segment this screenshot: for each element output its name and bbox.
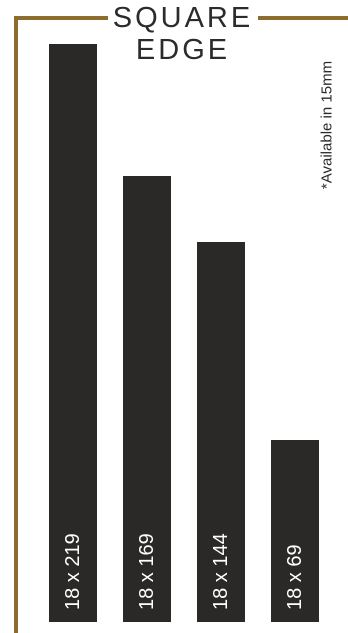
bar-label: 18 x 69 (284, 544, 306, 610)
bar-label: 18 x 144 (210, 533, 232, 610)
title-line-2: EDGE (135, 34, 231, 66)
page-title: SQUARE EDGE (108, 2, 258, 66)
frame-top-right-rule (258, 16, 348, 20)
bar: 18 x 144 (197, 242, 245, 622)
frame-left-rule (14, 16, 18, 633)
bar: 18 x 219 (49, 44, 97, 622)
bar-label: 18 x 219 (62, 533, 84, 610)
availability-note: *Available in 15mm (318, 60, 336, 190)
bar-label: 18 x 169 (136, 533, 158, 610)
bar: 18 x 69 (271, 440, 319, 622)
frame-top-left-rule (14, 16, 108, 20)
bar: 18 x 169 (123, 176, 171, 622)
title-line-1: SQUARE (112, 2, 254, 34)
